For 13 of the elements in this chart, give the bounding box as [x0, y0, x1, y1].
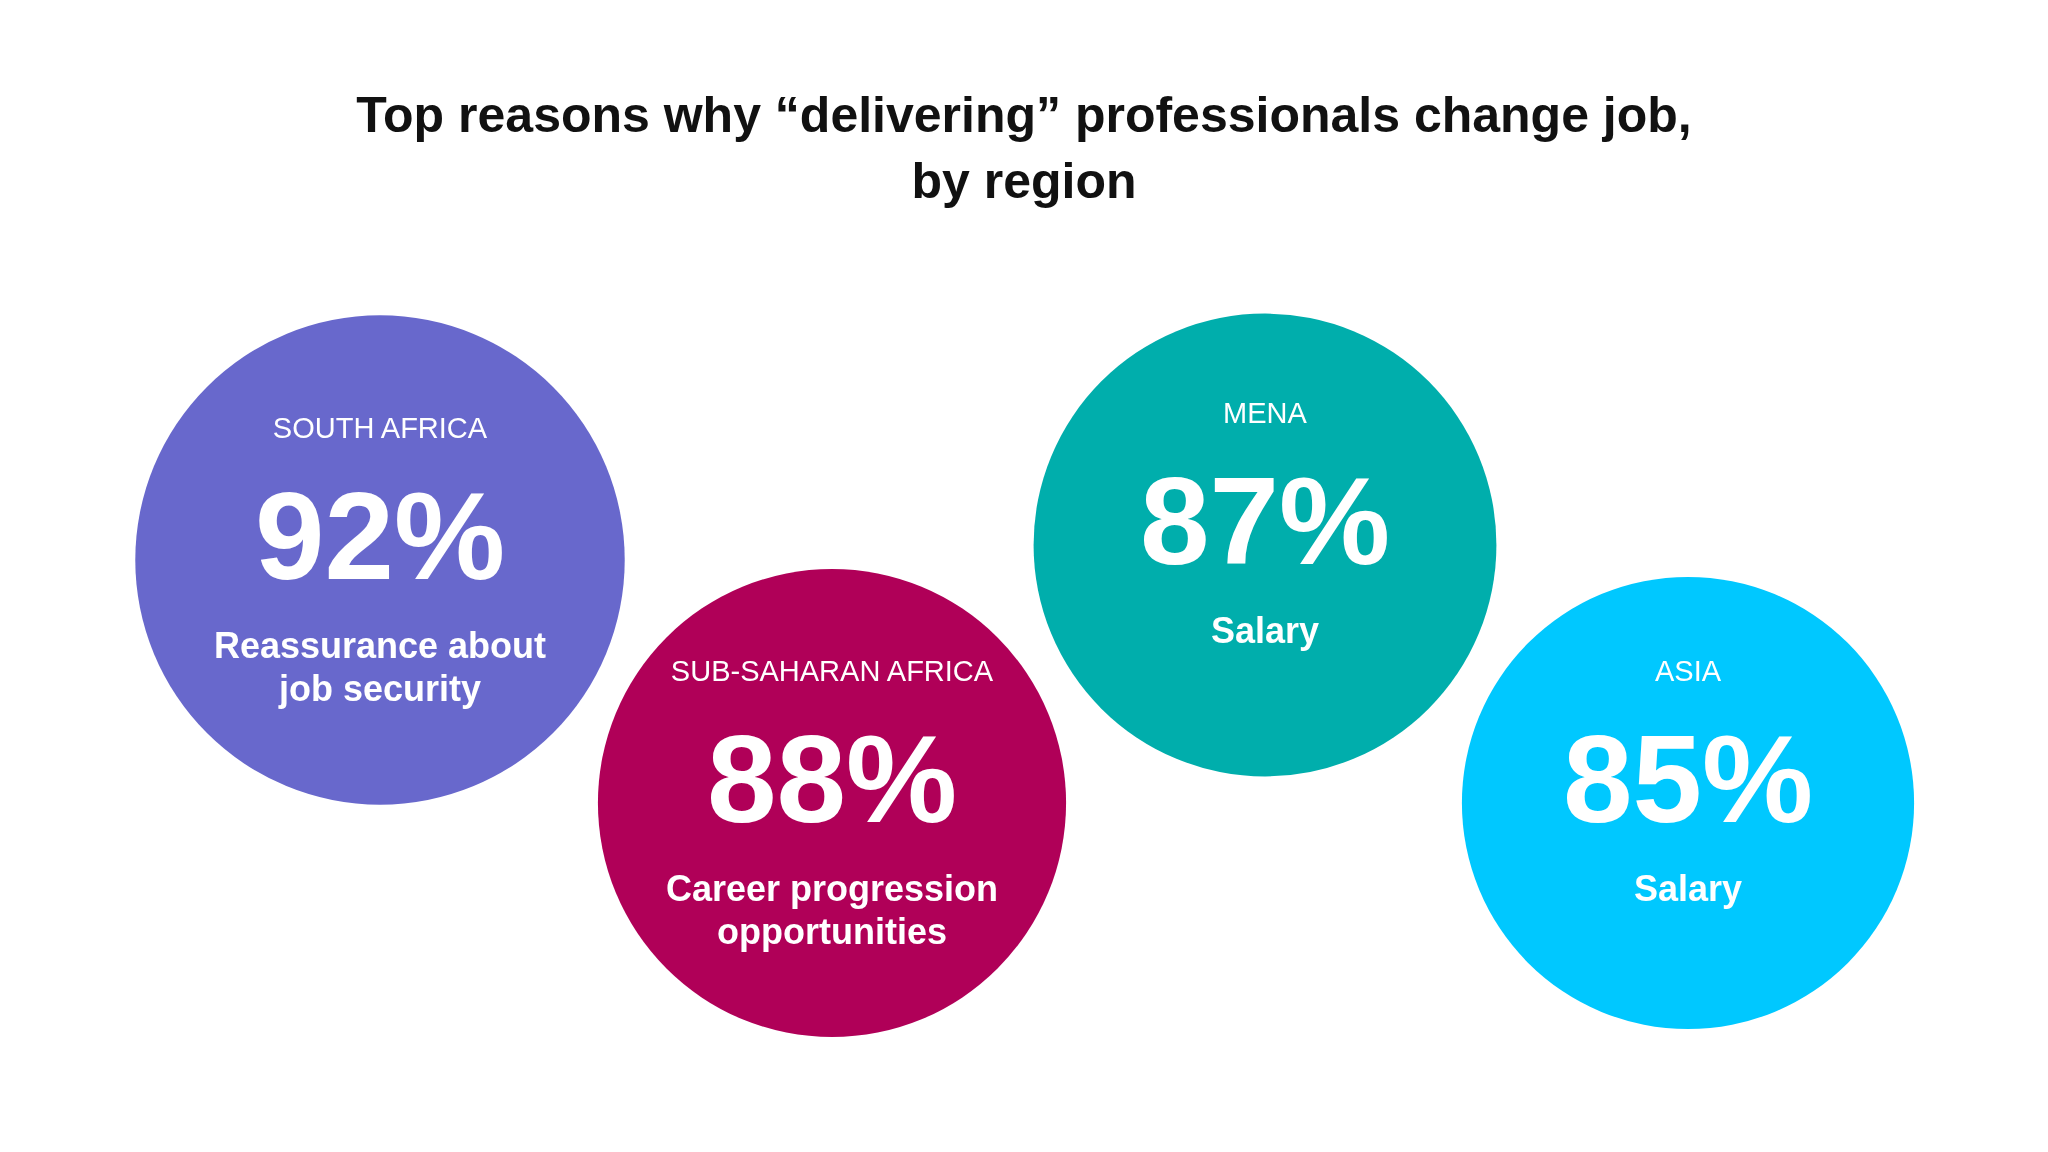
- category-label: MENA: [1223, 397, 1308, 429]
- category-label: SUB-SAHARAN AFRICA: [670, 655, 994, 687]
- text: Salary: [1633, 867, 1743, 909]
- text: Top reasons why “delivering” professionals change job, by region: [355, 86, 1693, 211]
- data-label: 88%: [706, 709, 958, 849]
- text: Salary: [1210, 609, 1320, 651]
- category-label: SOUTH AFRICA: [272, 412, 488, 444]
- data-label: 87%: [1139, 451, 1391, 591]
- category-label: ASIA: [1654, 655, 1722, 687]
- data-label: 85%: [1562, 709, 1814, 849]
- data-label: 92%: [254, 466, 506, 606]
- text: Career progression opportunities: [665, 867, 999, 952]
- text: Reassurance about job security: [213, 624, 547, 709]
